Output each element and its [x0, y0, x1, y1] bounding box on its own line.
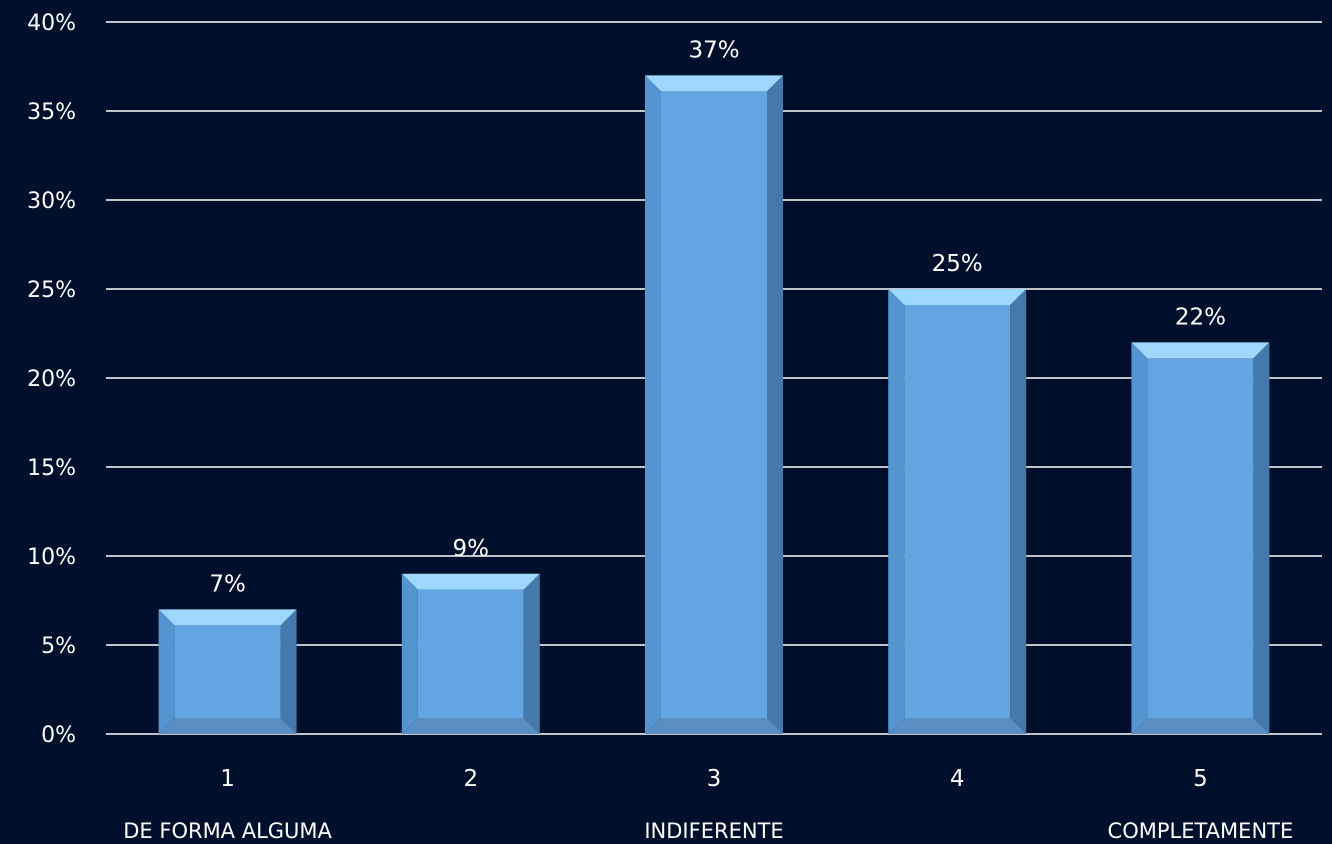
bar-bottom-bevel — [888, 718, 1027, 734]
y-tick-label: 35% — [27, 100, 76, 125]
bar-top-bevel — [158, 609, 297, 626]
bar-top-bevel — [401, 573, 540, 590]
y-tick-label: 40% — [27, 11, 76, 36]
y-tick-label: 20% — [27, 367, 76, 392]
bar-bottom-bevel — [158, 718, 297, 734]
bar-face — [174, 625, 281, 718]
bar-left-bevel — [645, 75, 661, 734]
data-labels: 7% 9% 37% 25% 22% — [209, 37, 1226, 597]
bar-data-label: 22% — [1175, 304, 1226, 330]
bar-left-bevel — [888, 289, 905, 734]
bars — [158, 75, 1270, 734]
bar-bottom-bevel — [645, 718, 783, 734]
y-tick-label: 25% — [27, 278, 76, 303]
scale-anchor-labels: DE FORMA ALGUMA INDIFERENTE COMPLETAMENTE — [123, 819, 1293, 843]
bar-face — [904, 305, 1011, 718]
bar-face — [1147, 358, 1254, 718]
bar-data-label: 25% — [932, 251, 983, 277]
bar-right-bevel — [1010, 289, 1027, 734]
bar-data-label: 7% — [209, 571, 246, 597]
bar — [158, 609, 297, 734]
y-tick-label: 5% — [41, 634, 76, 659]
scale-anchor-label: INDIFERENTE — [644, 819, 783, 843]
x-category-label: 1 — [220, 766, 235, 792]
bar — [1131, 342, 1270, 734]
bar-bottom-bevel — [1131, 718, 1270, 734]
bar — [401, 573, 540, 734]
x-category-label: 4 — [950, 766, 965, 792]
bar-left-bevel — [158, 609, 175, 734]
bar-left-bevel — [1131, 342, 1148, 734]
x-axis-category-labels: 1 2 3 4 5 — [220, 766, 1207, 792]
x-category-label: 5 — [1193, 766, 1208, 792]
bar — [888, 289, 1027, 734]
bar-face — [417, 589, 524, 718]
bar-right-bevel — [1253, 342, 1270, 734]
bar-top-bevel — [1131, 342, 1270, 359]
scale-anchor-label: COMPLETAMENTE — [1108, 819, 1294, 843]
bar-bottom-bevel — [401, 718, 540, 734]
x-category-label: 3 — [707, 766, 722, 792]
bar-top-bevel — [888, 289, 1027, 305]
bar-data-label: 9% — [453, 536, 490, 562]
bar-right-bevel — [523, 573, 540, 734]
bar-face — [661, 91, 767, 718]
y-axis-tick-labels: 0% 5% 10% 15% 20% 25% 30% 35% 40% — [27, 11, 76, 748]
bar — [645, 75, 783, 734]
y-tick-label: 0% — [41, 723, 76, 748]
bar-left-bevel — [401, 573, 418, 734]
x-category-label: 2 — [463, 766, 478, 792]
bar-right-bevel — [767, 75, 783, 734]
scale-anchor-label: DE FORMA ALGUMA — [123, 819, 332, 843]
y-tick-label: 15% — [27, 456, 76, 481]
y-tick-label: 10% — [27, 545, 76, 570]
y-tick-label: 30% — [27, 189, 76, 214]
bar-data-label: 37% — [688, 37, 739, 63]
bar-top-bevel — [645, 75, 783, 92]
bar-right-bevel — [280, 609, 297, 734]
